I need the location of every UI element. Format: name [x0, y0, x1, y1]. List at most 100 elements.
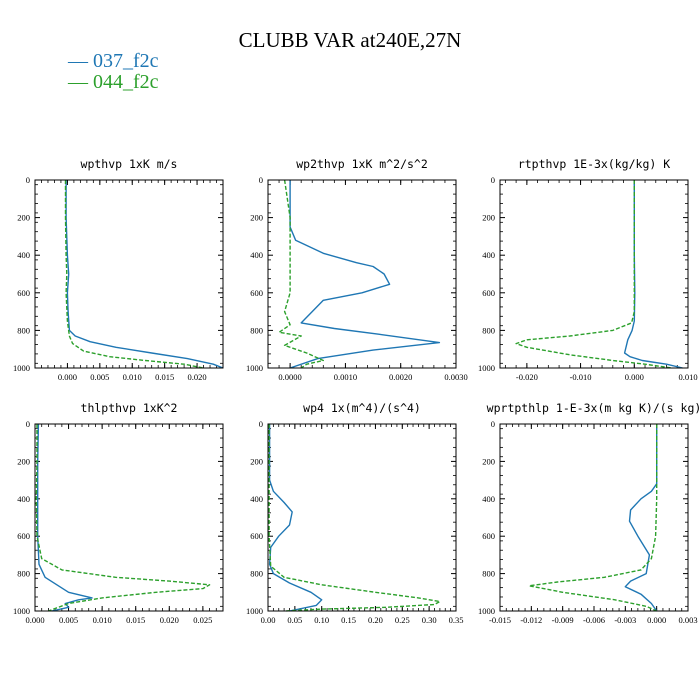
plot-frame	[267, 179, 457, 369]
y-tick-label: 400	[250, 250, 263, 260]
x-tick-label: 0.0020	[389, 372, 412, 382]
legend-entry-044-f2c: — 044_f2c	[68, 71, 159, 93]
x-tick-label: 0.10	[314, 615, 329, 625]
series-line-044-f2c	[528, 424, 658, 612]
x-tick-label: 0.010	[678, 372, 697, 382]
x-tick-label: 0.0000	[278, 372, 301, 382]
y-tick-label: 400	[17, 250, 30, 260]
series-line-037-f2c	[268, 424, 323, 612]
y-tick-label: 200	[482, 456, 495, 466]
x-tick-label: 0.005	[90, 372, 109, 382]
x-tick-label: 0.005	[59, 615, 78, 625]
y-tick-label: 1000	[478, 606, 495, 616]
y-tick-label: 0	[491, 175, 495, 185]
x-tick-label: -0.020	[516, 372, 538, 382]
panel-3: rtpthvp 1E-3x(kg/kg) K 0 200 400 600 800 1000 -…	[478, 157, 698, 382]
series-line-037-f2c	[65, 180, 224, 369]
x-tick-label: 0.015	[126, 615, 145, 625]
y-tick-label: 400	[17, 494, 30, 504]
panel-1: wpthvp 1xK m/s 0 200 400 600 800 1000 0.000 0.00…	[13, 157, 224, 382]
y-tick-label: 0	[259, 175, 263, 185]
panel-title: wprtpthlp 1-E-3x(m kg K)/(s kg)	[487, 401, 700, 415]
x-tick-label: 0.020	[188, 372, 207, 382]
series-line-044-f2c	[35, 424, 211, 612]
y-tick-label: 600	[17, 288, 30, 298]
panel-title: rtpthvp 1E-3x(kg/kg) K	[518, 157, 670, 171]
y-tick-label: 1000	[478, 363, 495, 373]
series-line-037-f2c	[623, 180, 683, 369]
y-tick-label: 200	[482, 213, 495, 223]
series-line-037-f2c	[37, 423, 93, 612]
y-tick-label: 800	[17, 325, 30, 335]
series-line-044-f2c	[278, 179, 324, 369]
plot-frame	[499, 423, 689, 612]
x-tick-label: 0.010	[123, 372, 142, 382]
y-tick-label: 0	[259, 419, 263, 429]
y-tick-label: 1000	[13, 606, 30, 616]
x-tick-label: -0.003	[614, 615, 636, 625]
x-tick-label: 0.0030	[444, 372, 467, 382]
x-tick-label: 0.000	[25, 615, 44, 625]
x-tick-label: 0.025	[193, 615, 212, 625]
y-tick-label: 200	[250, 213, 263, 223]
y-tick-label: 400	[482, 494, 495, 504]
panel-title: wpthvp 1xK m/s	[81, 157, 178, 171]
y-tick-label: 200	[17, 213, 30, 223]
plot-frame	[267, 423, 457, 612]
x-tick-label: -0.006	[583, 615, 605, 625]
y-tick-label: 800	[17, 569, 30, 579]
series-line-037-f2c	[624, 424, 658, 612]
x-tick-label: -0.009	[552, 615, 574, 625]
y-tick-label: 800	[482, 325, 495, 335]
x-tick-label: 0.00	[261, 615, 276, 625]
x-tick-label: 0.20	[368, 615, 383, 625]
page-title: CLUBB VAR at240E,27N	[238, 28, 462, 52]
y-tick-label: 1000	[246, 606, 263, 616]
y-tick-label: 800	[250, 325, 263, 335]
x-tick-label: 0.003	[678, 615, 697, 625]
series-line-044-f2c	[64, 180, 204, 369]
y-tick-label: 600	[482, 288, 495, 298]
y-tick-label: 200	[250, 456, 263, 466]
plot-frame	[34, 423, 224, 612]
panel-title: thlpthvp 1xK^2	[81, 401, 178, 415]
panel-title: wp2thvp 1xK m^2/s^2	[296, 157, 428, 171]
panel-title: wp4 1x(m^4)/(s^4)	[303, 401, 421, 415]
series-line-044-f2c	[515, 180, 672, 369]
y-tick-label: 600	[250, 531, 263, 541]
x-tick-label: 0.0010	[334, 372, 357, 382]
series-line-044-f2c	[268, 424, 441, 612]
x-tick-label: -0.010	[570, 372, 592, 382]
legend-entry-037-f2c: — 037_f2c	[68, 50, 159, 72]
x-tick-label: 0.25	[395, 615, 410, 625]
x-tick-label: -0.012	[520, 615, 542, 625]
y-tick-label: 800	[250, 569, 263, 579]
y-tick-label: 1000	[13, 363, 30, 373]
x-tick-label: 0.015	[155, 372, 174, 382]
x-tick-label: 0.000	[625, 372, 644, 382]
y-tick-label: 0	[491, 419, 495, 429]
x-tick-label: 0.020	[160, 615, 179, 625]
plot-frame	[499, 179, 689, 369]
y-tick-label: 600	[17, 531, 30, 541]
x-tick-label: 0.000	[647, 615, 666, 625]
y-tick-label: 400	[482, 250, 495, 260]
y-tick-label: 600	[482, 531, 495, 541]
panel-2: wp2thvp 1xK m^2/s^2 0 200 400 600 800 1000 0.00…	[246, 157, 468, 382]
x-tick-label: 0.35	[449, 615, 464, 625]
x-tick-label: 0.000	[58, 372, 77, 382]
y-tick-label: 400	[250, 494, 263, 504]
panel-6: wprtpthlp 1-E-3x(m kg K)/(s kg) 0 200 400 60…	[478, 401, 700, 625]
x-tick-label: 0.15	[341, 615, 356, 625]
y-tick-label: 0	[26, 175, 30, 185]
x-tick-label: 0.05	[287, 615, 302, 625]
x-tick-label: -0.015	[489, 615, 511, 625]
x-tick-label: 0.010	[93, 615, 112, 625]
y-tick-label: 800	[482, 569, 495, 579]
y-tick-label: 1000	[246, 363, 263, 373]
plot-frame	[34, 179, 224, 369]
y-tick-label: 0	[26, 419, 30, 429]
y-tick-label: 200	[17, 456, 30, 466]
